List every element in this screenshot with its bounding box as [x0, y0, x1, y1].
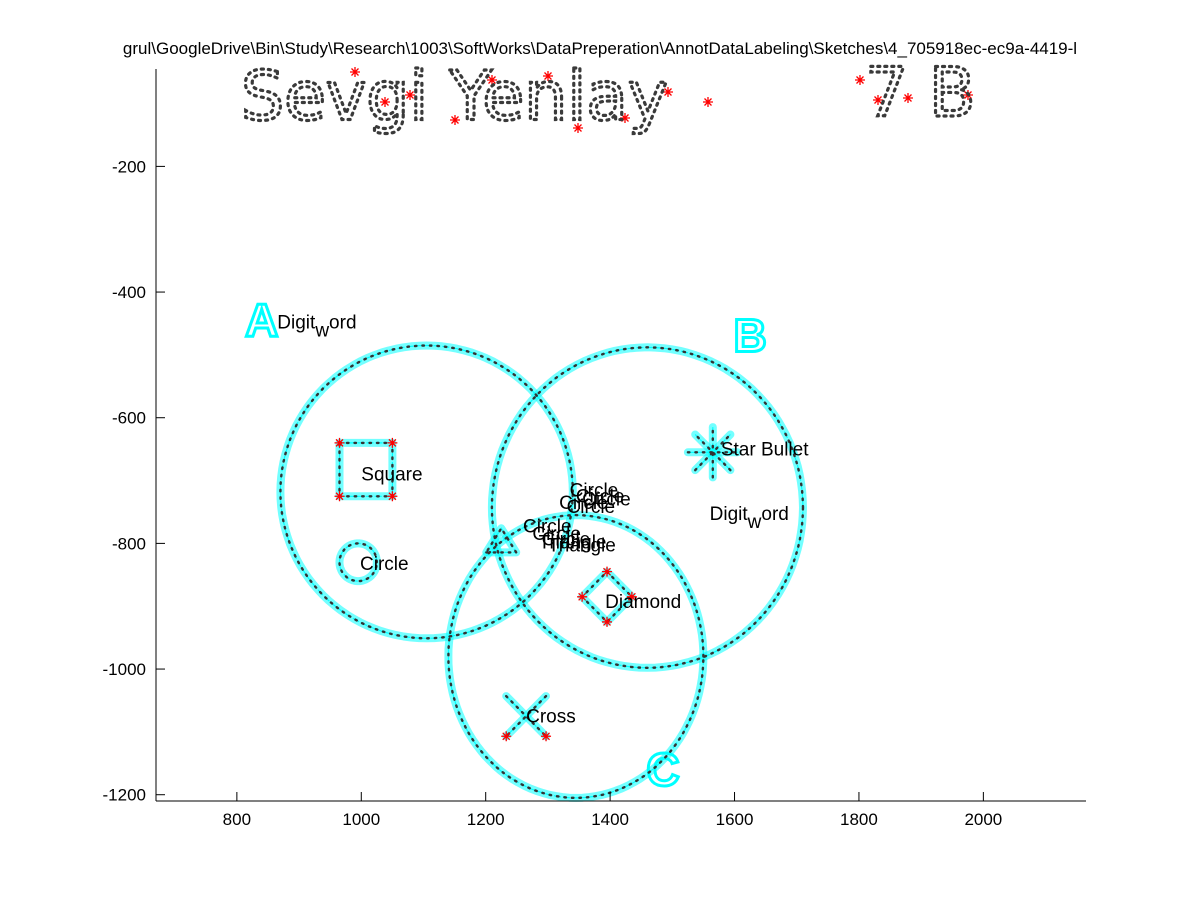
corner-point [541, 731, 552, 742]
corner-point [450, 115, 460, 125]
large-circle-points [447, 513, 705, 800]
small-circle-points [338, 542, 378, 583]
star-shape-markers [694, 434, 731, 471]
square-shape-markers [338, 442, 393, 497]
corner-point [903, 93, 913, 103]
corner-point [334, 491, 345, 502]
shape-label: Circle [559, 493, 608, 514]
y-tick-label: -800 [112, 534, 146, 553]
large-circle-stroke [487, 343, 807, 672]
star-shape-points [694, 433, 732, 472]
shape-label: Circle [532, 524, 581, 545]
y-tick-label: -1200 [103, 786, 146, 805]
corner-point [350, 67, 360, 77]
corner-point [626, 591, 637, 602]
corner-point [573, 123, 583, 133]
label-subscript: w [314, 320, 329, 341]
label-suffix: ord [761, 504, 788, 525]
diamond-shape-points [580, 569, 634, 624]
triangle-shape-points [484, 526, 519, 554]
shape-label: Diamond [605, 592, 681, 613]
shape-label: Digitword [277, 312, 356, 341]
label-suffix: ord [329, 312, 356, 333]
handwriting-text: Sevgi Yenlay [241, 57, 668, 136]
y-tick-label: -1000 [103, 660, 146, 679]
y-tick-label: -600 [112, 409, 146, 428]
shape-label: Triangle [548, 536, 616, 557]
corner-point [334, 437, 345, 448]
y-tick-label: -200 [112, 157, 146, 176]
handwriting-text: 7 [865, 54, 908, 133]
letter-a: A [245, 294, 278, 346]
corner-point [387, 437, 398, 448]
letter-b: B [733, 310, 766, 362]
shape-label: Circle [542, 529, 591, 550]
corner-point [620, 113, 630, 123]
shape-label: Circle [582, 490, 631, 511]
corner-point [873, 95, 883, 105]
corner-point [487, 75, 497, 85]
x-tick-label: 1400 [591, 810, 629, 829]
shape-label: Star Bullet [721, 439, 809, 460]
x-tick-label: 800 [223, 810, 251, 829]
axes: 800 1000 1200 1400 1600 1800 2000 -200 -400 -600 -… [103, 69, 1086, 829]
corner-point [387, 491, 398, 502]
sketch-points [279, 67, 973, 800]
corner-point [602, 616, 613, 627]
shape-label: Circle [360, 554, 409, 575]
handwriting-text: B [929, 54, 976, 133]
shape-labels: Digitword Square Circle Star Bullet Digitwor… [277, 312, 809, 727]
corner-point [663, 87, 673, 97]
shape-label: Circle [570, 480, 619, 501]
cross-shape-points [505, 694, 548, 738]
x-tick-label: 1000 [342, 810, 380, 829]
corner-point [577, 591, 588, 602]
x-tick-label: 1200 [467, 810, 505, 829]
large-circle-points [490, 346, 805, 670]
corner-point [543, 71, 553, 81]
corner-point [855, 75, 865, 85]
letter-c: C [646, 743, 679, 795]
label-subscript: w [747, 512, 762, 533]
handwritten-text: Sevgi Yenlay 7 B [239, 53, 977, 138]
large-circle-points [279, 344, 575, 640]
window-title: grul\GoogleDrive\Bin\Study\Research\1003… [123, 39, 1077, 58]
cross-shape-points [505, 694, 548, 738]
y-tick-label: -400 [112, 283, 146, 302]
corner-point [963, 90, 973, 100]
x-tick-label: 1600 [716, 810, 754, 829]
shape-label: Digitword [710, 504, 789, 533]
x-tick-label: 1800 [840, 810, 878, 829]
corner-point [405, 90, 415, 100]
shape-label: Cross [526, 706, 576, 727]
star-shape-markers [694, 434, 731, 471]
shape-label: Circle [567, 497, 616, 518]
x-tick-label: 2000 [964, 810, 1002, 829]
shape-label: Circle [523, 517, 572, 538]
shape-label: Triangle [539, 532, 607, 553]
shape-label: Circle [576, 487, 625, 508]
large-circle-stroke [276, 341, 577, 643]
corner-point [501, 731, 512, 742]
corner-point [380, 97, 390, 107]
corner-point [703, 97, 713, 107]
sketch-strokes: A B C [244, 293, 807, 802]
shape-label: Square [361, 465, 422, 486]
corner-point [602, 566, 613, 577]
